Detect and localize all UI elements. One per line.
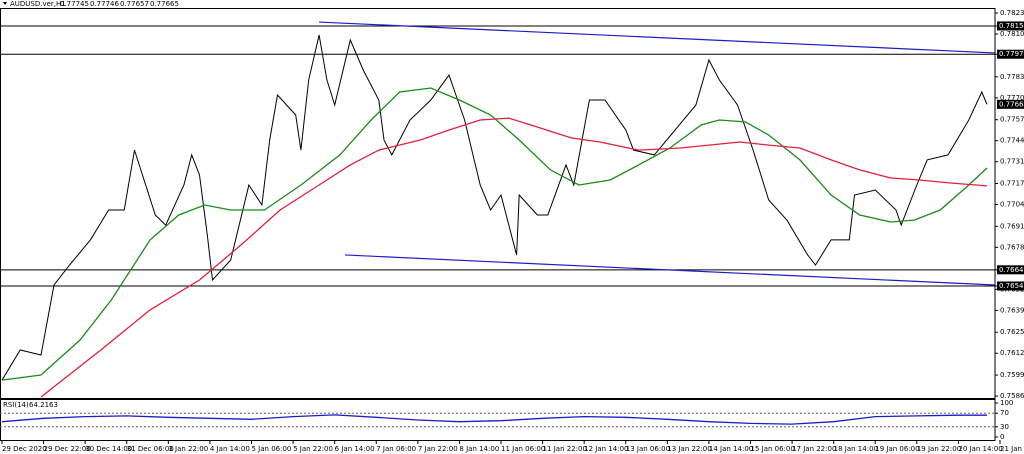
x-tick-label: 11 Jan 22:00 bbox=[543, 445, 587, 453]
x-tick-label: 8 Jan 14:00 bbox=[459, 445, 499, 453]
x-tick-label: 4 Jan 14:00 bbox=[210, 445, 250, 453]
x-tick-label: 19 Jan 06:00 bbox=[875, 445, 919, 453]
rsi-frame bbox=[0, 399, 996, 441]
price-frame bbox=[0, 8, 996, 399]
x-tick-label: 7 Jan 06:00 bbox=[376, 445, 416, 453]
x-tick-label: 7 Jan 22:00 bbox=[418, 445, 458, 453]
rsi-tick-label: 30 bbox=[1000, 423, 1009, 431]
x-tick-label: 20 Jan 14:00 bbox=[958, 445, 1002, 453]
x-tick-label: 17 Jan 22:00 bbox=[792, 445, 836, 453]
x-tick-label: 18 Jan 14:00 bbox=[834, 445, 878, 453]
x-tick-label: 13 Jan 22:00 bbox=[667, 445, 711, 453]
rsi-plot bbox=[0, 412, 995, 428]
level-label: 0.76541 bbox=[999, 282, 1024, 290]
symbol: AUDUSD.ver,H1 bbox=[10, 0, 66, 8]
series-line bbox=[1, 34, 988, 381]
trendline bbox=[345, 254, 995, 286]
level-label: 0.77975 bbox=[999, 50, 1024, 58]
level-label-box bbox=[997, 21, 1024, 31]
level-label-box bbox=[997, 281, 1024, 291]
y-tick-label: 0.77835 bbox=[1000, 73, 1024, 81]
x-tick-label: 15 Jan 06:00 bbox=[751, 445, 795, 453]
level-label-box bbox=[997, 265, 1024, 275]
level-label-box bbox=[997, 49, 1024, 59]
trendline bbox=[319, 21, 995, 54]
ohlc-value: 0.77745 bbox=[60, 0, 89, 8]
x-tick-label: 12 Jan 14:00 bbox=[584, 445, 628, 453]
ohlc-value: 0.77665 bbox=[150, 0, 179, 8]
price-label-box bbox=[997, 99, 1024, 109]
rsi-tick-label: 0 bbox=[1000, 433, 1004, 441]
price-plot bbox=[0, 21, 995, 398]
x-tick-label: 3 Jan 22:00 bbox=[168, 445, 208, 453]
x-tick-label: 29 Dec 22:00 bbox=[44, 445, 91, 453]
series-line bbox=[1, 414, 987, 425]
ohlc-value: 0.77746 bbox=[90, 0, 119, 8]
y-tick-label: 0.77045 bbox=[1000, 201, 1024, 209]
x-tick-label: 5 Jan 06:00 bbox=[252, 445, 292, 453]
y-tick-label: 0.77175 bbox=[1000, 180, 1024, 188]
rsi-tick-label: 100 bbox=[1000, 399, 1013, 407]
y-tick-label: 0.76255 bbox=[1000, 328, 1024, 336]
y-tick-label: 0.75860 bbox=[1000, 392, 1024, 400]
x-tick-label: 19 Jan 22:00 bbox=[917, 445, 961, 453]
y-tick-label: 0.76125 bbox=[1000, 349, 1024, 357]
rsi-value: 64.2163 bbox=[29, 401, 58, 409]
x-tick-label: 29 Dec 2020 bbox=[2, 445, 47, 453]
x-tick-label: 13 Jan 06:00 bbox=[626, 445, 670, 453]
series-line bbox=[1, 87, 988, 381]
x-tick-label: 6 Jan 14:00 bbox=[335, 445, 375, 453]
level-label: 0.76641 bbox=[999, 266, 1024, 274]
y-tick-label: 0.77705 bbox=[1000, 94, 1024, 102]
menu-arrow bbox=[3, 2, 7, 5]
x-tick-label: 5 Jan 22:00 bbox=[293, 445, 333, 453]
x-tick-label: 14 Jan 14:00 bbox=[709, 445, 753, 453]
rsi-title: RSI(14) bbox=[3, 401, 29, 409]
price-label: 0.77665 bbox=[999, 100, 1024, 108]
rsi-tick-label: 70 bbox=[1000, 409, 1009, 417]
ohlc-group: 0.77745 0.77746 0.77657 0.77665 bbox=[60, 0, 179, 8]
ohlc-value: 0.77657 bbox=[120, 0, 149, 8]
x-tick-label: 21 Jan 06:00 bbox=[1000, 445, 1024, 453]
x-tick-label: 11 Jan 06:00 bbox=[501, 445, 545, 453]
x-tick-label: 31 Dec 06:00 bbox=[127, 445, 174, 453]
series-line bbox=[40, 117, 988, 398]
x-tick-label: 30 Dec 14:00 bbox=[85, 445, 132, 453]
